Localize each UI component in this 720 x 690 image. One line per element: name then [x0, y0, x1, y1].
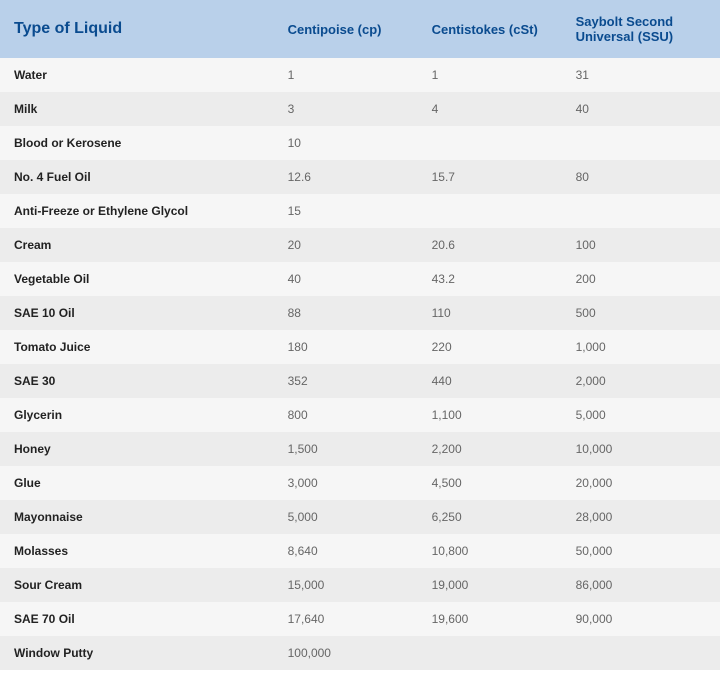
- cell-liquid-name: Glue: [0, 466, 274, 500]
- cell-ssu: 10,000: [562, 432, 720, 466]
- cell-cp: 10: [274, 126, 418, 160]
- cell-cst: 10,800: [418, 534, 562, 568]
- cell-cst: 15.7: [418, 160, 562, 194]
- cell-cp: 1: [274, 58, 418, 92]
- col-header-cst: Centistokes (cSt): [418, 0, 562, 58]
- cell-cp: 88: [274, 296, 418, 330]
- cell-liquid-name: Vegetable Oil: [0, 262, 274, 296]
- table-row: SAE 70 Oil17,64019,60090,000: [0, 602, 720, 636]
- cell-cst: 440: [418, 364, 562, 398]
- cell-cst: 6,250: [418, 500, 562, 534]
- cell-cp: 1,500: [274, 432, 418, 466]
- cell-cst: [418, 636, 562, 670]
- col-header-cp: Centipoise (cp): [274, 0, 418, 58]
- cell-ssu: 1,000: [562, 330, 720, 364]
- table-row: Honey1,5002,20010,000: [0, 432, 720, 466]
- table-row: Water1131: [0, 58, 720, 92]
- cell-cp: 352: [274, 364, 418, 398]
- cell-cst: 19,600: [418, 602, 562, 636]
- cell-cst: 1: [418, 58, 562, 92]
- cell-ssu: [562, 636, 720, 670]
- col-header-ssu: Saybolt Second Universal (SSU): [562, 0, 720, 58]
- cell-liquid-name: Sour Cream: [0, 568, 274, 602]
- cell-cst: 4: [418, 92, 562, 126]
- cell-ssu: 20,000: [562, 466, 720, 500]
- cell-ssu: 28,000: [562, 500, 720, 534]
- cell-liquid-name: Glycerin: [0, 398, 274, 432]
- cell-cst: 1,100: [418, 398, 562, 432]
- table-header: Type of Liquid Centipoise (cp) Centistok…: [0, 0, 720, 58]
- cell-ssu: 100: [562, 228, 720, 262]
- cell-cst: [418, 126, 562, 160]
- cell-ssu: 500: [562, 296, 720, 330]
- cell-cst: 110: [418, 296, 562, 330]
- cell-ssu: 90,000: [562, 602, 720, 636]
- table-row: Mayonnaise5,0006,25028,000: [0, 500, 720, 534]
- cell-cp: 40: [274, 262, 418, 296]
- cell-cst: 220: [418, 330, 562, 364]
- cell-liquid-name: No. 4 Fuel Oil: [0, 160, 274, 194]
- table-row: Window Putty100,000: [0, 636, 720, 670]
- cell-liquid-name: Cream: [0, 228, 274, 262]
- cell-liquid-name: Honey: [0, 432, 274, 466]
- cell-ssu: 2,000: [562, 364, 720, 398]
- cell-liquid-name: Blood or Kerosene: [0, 126, 274, 160]
- cell-cp: 15,000: [274, 568, 418, 602]
- cell-liquid-name: Tomato Juice: [0, 330, 274, 364]
- cell-cp: 12.6: [274, 160, 418, 194]
- cell-ssu: 86,000: [562, 568, 720, 602]
- table-row: Glue3,0004,50020,000: [0, 466, 720, 500]
- cell-cst: 43.2: [418, 262, 562, 296]
- viscosity-table: Type of Liquid Centipoise (cp) Centistok…: [0, 0, 720, 670]
- cell-liquid-name: SAE 10 Oil: [0, 296, 274, 330]
- cell-cst: 2,200: [418, 432, 562, 466]
- cell-cst: [418, 194, 562, 228]
- table-row: Vegetable Oil4043.2200: [0, 262, 720, 296]
- cell-ssu: 80: [562, 160, 720, 194]
- cell-ssu: 5,000: [562, 398, 720, 432]
- cell-liquid-name: Milk: [0, 92, 274, 126]
- cell-cp: 3: [274, 92, 418, 126]
- cell-cst: 4,500: [418, 466, 562, 500]
- cell-cp: 17,640: [274, 602, 418, 636]
- cell-ssu: [562, 126, 720, 160]
- cell-ssu: 31: [562, 58, 720, 92]
- table-row: Molasses8,64010,80050,000: [0, 534, 720, 568]
- cell-ssu: 50,000: [562, 534, 720, 568]
- cell-cst: 20.6: [418, 228, 562, 262]
- cell-cp: 20: [274, 228, 418, 262]
- cell-ssu: 40: [562, 92, 720, 126]
- cell-cp: 180: [274, 330, 418, 364]
- cell-cst: 19,000: [418, 568, 562, 602]
- table-row: Blood or Kerosene10: [0, 126, 720, 160]
- table-row: Tomato Juice1802201,000: [0, 330, 720, 364]
- table-row: No. 4 Fuel Oil12.615.780: [0, 160, 720, 194]
- table-row: Sour Cream15,00019,00086,000: [0, 568, 720, 602]
- cell-ssu: 200: [562, 262, 720, 296]
- table-row: SAE 303524402,000: [0, 364, 720, 398]
- table-row: Cream2020.6100: [0, 228, 720, 262]
- cell-liquid-name: Anti-Freeze or Ethylene Glycol: [0, 194, 274, 228]
- cell-ssu: [562, 194, 720, 228]
- table-body: Water1131Milk3440Blood or Kerosene10No. …: [0, 58, 720, 670]
- cell-cp: 3,000: [274, 466, 418, 500]
- cell-liquid-name: Mayonnaise: [0, 500, 274, 534]
- cell-cp: 8,640: [274, 534, 418, 568]
- table-row: Anti-Freeze or Ethylene Glycol15: [0, 194, 720, 228]
- cell-liquid-name: Water: [0, 58, 274, 92]
- cell-cp: 100,000: [274, 636, 418, 670]
- col-header-type: Type of Liquid: [0, 0, 274, 58]
- table-row: SAE 10 Oil88110500: [0, 296, 720, 330]
- cell-liquid-name: Molasses: [0, 534, 274, 568]
- cell-cp: 800: [274, 398, 418, 432]
- table-row: Milk3440: [0, 92, 720, 126]
- table-row: Glycerin8001,1005,000: [0, 398, 720, 432]
- cell-liquid-name: SAE 70 Oil: [0, 602, 274, 636]
- cell-cp: 5,000: [274, 500, 418, 534]
- cell-liquid-name: SAE 30: [0, 364, 274, 398]
- cell-liquid-name: Window Putty: [0, 636, 274, 670]
- cell-cp: 15: [274, 194, 418, 228]
